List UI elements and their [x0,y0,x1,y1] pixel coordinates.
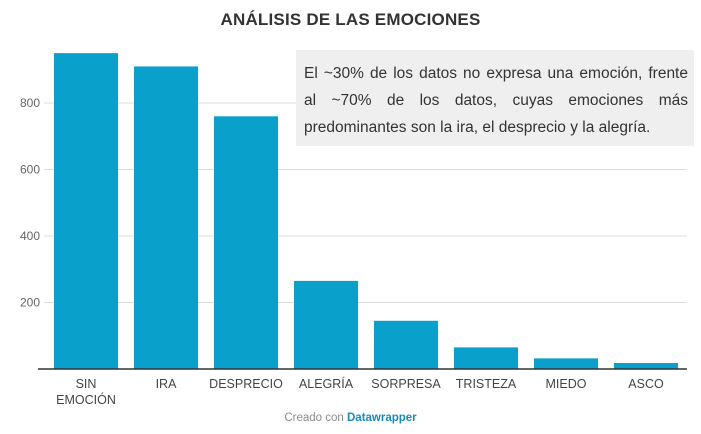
bar [374,320,438,369]
annotation-box: El ~30% de los datos no expresa una emoc… [296,50,694,146]
bar [454,347,518,369]
x-tick-label: IRA [156,377,178,391]
y-tick-label: 800 [20,96,40,110]
bar [534,358,598,369]
x-tick-label: TRISTEZA [456,377,517,391]
bar [134,66,198,370]
x-tick-label: SIN [76,377,97,391]
x-tick-label: ALEGRÍA [299,376,354,391]
datawrapper-link[interactable]: Datawrapper [347,412,417,424]
footer-credit: Creado con Datawrapper [0,412,701,424]
x-tick-label: MIEDO [546,377,587,391]
bar [614,363,678,369]
x-tick-label: ASCO [628,377,664,391]
bar [294,280,358,369]
bar [54,53,118,369]
x-tick-label: DESPRECIO [209,377,283,391]
y-tick-label: 200 [20,296,40,310]
x-tick-label: SORPRESA [371,377,441,391]
y-tick-label: 600 [20,163,40,177]
bar [214,116,278,369]
x-tick-label: EMOCIÓN [56,392,116,407]
chart-title: ANÁLISIS DE LAS EMOCIONES [220,10,481,29]
y-tick-label: 400 [20,229,40,243]
footer-prefix: Creado con [284,412,344,424]
